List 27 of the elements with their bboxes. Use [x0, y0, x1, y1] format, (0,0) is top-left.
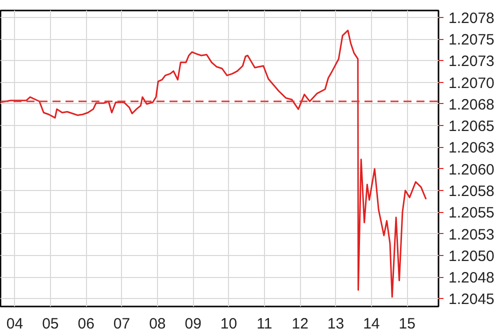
x-tick-label: 05: [42, 316, 59, 331]
x-tick-label: 04: [6, 316, 24, 331]
y-tick-label: 1.2073: [448, 53, 494, 70]
x-tick-label: 09: [184, 316, 202, 331]
line-series: [0, 30, 427, 298]
x-tick-label: 13: [327, 316, 344, 331]
y-tick-label: 1.2063: [448, 140, 494, 157]
y-tick-label: 1.2075: [448, 32, 494, 49]
x-tick-label: 06: [78, 316, 94, 331]
y-tick-label: 1.2068: [448, 96, 494, 114]
y-tick-label: 1.2060: [448, 161, 494, 178]
x-tick-label: 07: [113, 316, 130, 331]
y-tick-label: 1.2045: [448, 291, 494, 308]
x-tick-label: 08: [149, 316, 166, 331]
y-tick-label: 1.2053: [448, 226, 494, 244]
x-tick-label: 11: [256, 316, 272, 331]
y-tick-label: 1.2065: [448, 118, 494, 136]
y-tick-label: 1.2055: [448, 204, 494, 222]
y-tick-label: 1.2058: [448, 183, 494, 200]
y-tick-label: 1.2070: [448, 74, 494, 92]
x-tick-label: 12: [292, 316, 308, 331]
x-tick-label: 10: [220, 316, 238, 331]
x-tick-label: 14: [363, 316, 380, 331]
x-tick-label: 15: [398, 316, 416, 331]
y-tick-label: 1.2050: [448, 248, 494, 265]
y-tick-label: 1.2078: [448, 10, 494, 27]
y-tick-label: 1.2048: [448, 270, 494, 287]
